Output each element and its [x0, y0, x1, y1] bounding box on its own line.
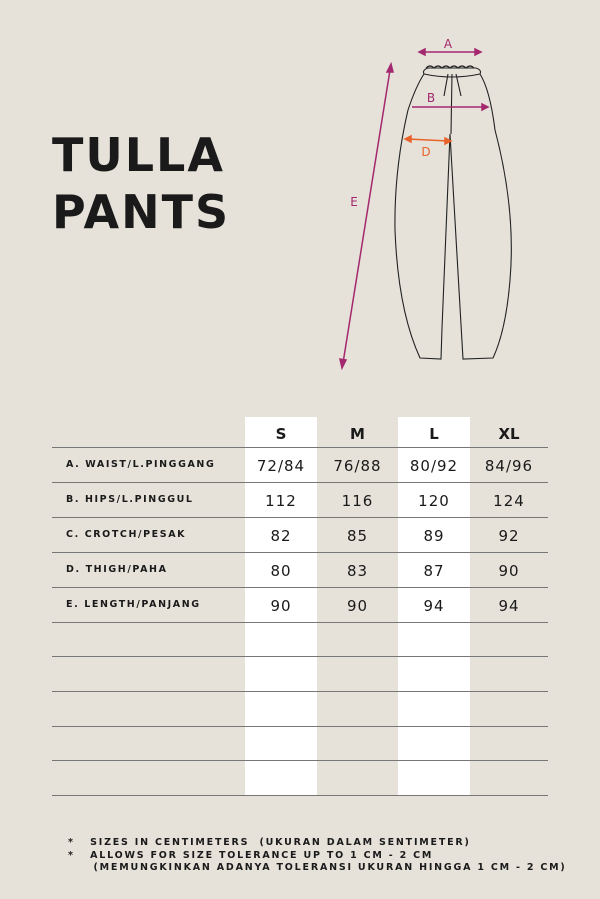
pants-outline — [394, 67, 512, 360]
table-cell: 85 — [346, 527, 369, 545]
note-line: * SIZES IN CENTIMETERS (UKURAN DALAM SEN… — [68, 837, 471, 848]
table-cell: 84/96 — [484, 457, 534, 475]
table-cell: 83 — [346, 562, 369, 580]
table-cell: 90 — [498, 562, 520, 580]
row-divider — [52, 795, 548, 796]
table-cell: 112 — [265, 492, 297, 510]
table-cell: 90 — [346, 597, 369, 615]
table-cell: 92 — [498, 527, 520, 545]
drawstring — [443, 73, 462, 135]
label-e: E — [350, 195, 358, 209]
row-divider — [52, 622, 548, 623]
header-size-l: L — [429, 425, 439, 443]
header-size-s: S — [275, 425, 287, 443]
row-divider — [52, 552, 548, 553]
table-cell: 80 — [270, 562, 292, 580]
table-cell: 87 — [423, 562, 445, 580]
table-cell: 124 — [493, 492, 525, 510]
table-cell: 90 — [270, 597, 292, 615]
row-divider — [52, 691, 548, 692]
table-cell: 80/92 — [409, 457, 459, 475]
row-label: C. CROTCH/PESAK — [66, 529, 187, 540]
table-cell: 94 — [423, 597, 445, 615]
label-b: B — [427, 91, 435, 105]
note-line: (MEMUNGKINKAN ADANYA TOLERANSI UKURAN HI… — [68, 862, 567, 873]
column-highlight-l — [398, 417, 470, 795]
product-title-line1: TULLA — [52, 128, 225, 182]
table-cell: 82 — [270, 527, 292, 545]
column-highlight-s — [245, 417, 317, 795]
row-divider — [52, 447, 548, 448]
row-divider — [52, 760, 548, 761]
row-label: E. LENGTH/PANJANG — [66, 599, 201, 610]
pants-diagram: A B D E — [339, 37, 512, 370]
header-size-xl: XL — [498, 425, 520, 443]
row-label: B. HIPS/L.PINGGUL — [66, 494, 194, 505]
table-cell: 94 — [498, 597, 520, 615]
table-cell: 116 — [341, 492, 374, 510]
row-divider — [52, 517, 548, 518]
header-size-m: M — [350, 425, 365, 443]
row-label: D. THIGH/PAHA — [66, 564, 168, 575]
row-divider — [52, 482, 548, 483]
table-cell: 120 — [418, 492, 450, 510]
row-divider — [52, 656, 548, 657]
row-label: A. WAIST/L.PINGGANG — [66, 459, 216, 470]
table-cell: 72/84 — [256, 457, 306, 475]
label-a: A — [444, 37, 453, 51]
row-divider — [52, 587, 548, 588]
row-divider — [52, 726, 548, 727]
note-line: * ALLOWS FOR SIZE TOLERANCE UP TO 1 CM -… — [68, 850, 434, 861]
product-title-line2: PANTS — [52, 185, 231, 239]
label-d: D — [421, 145, 430, 159]
table-cell: 89 — [423, 527, 445, 545]
table-cell: 76/88 — [333, 457, 382, 475]
